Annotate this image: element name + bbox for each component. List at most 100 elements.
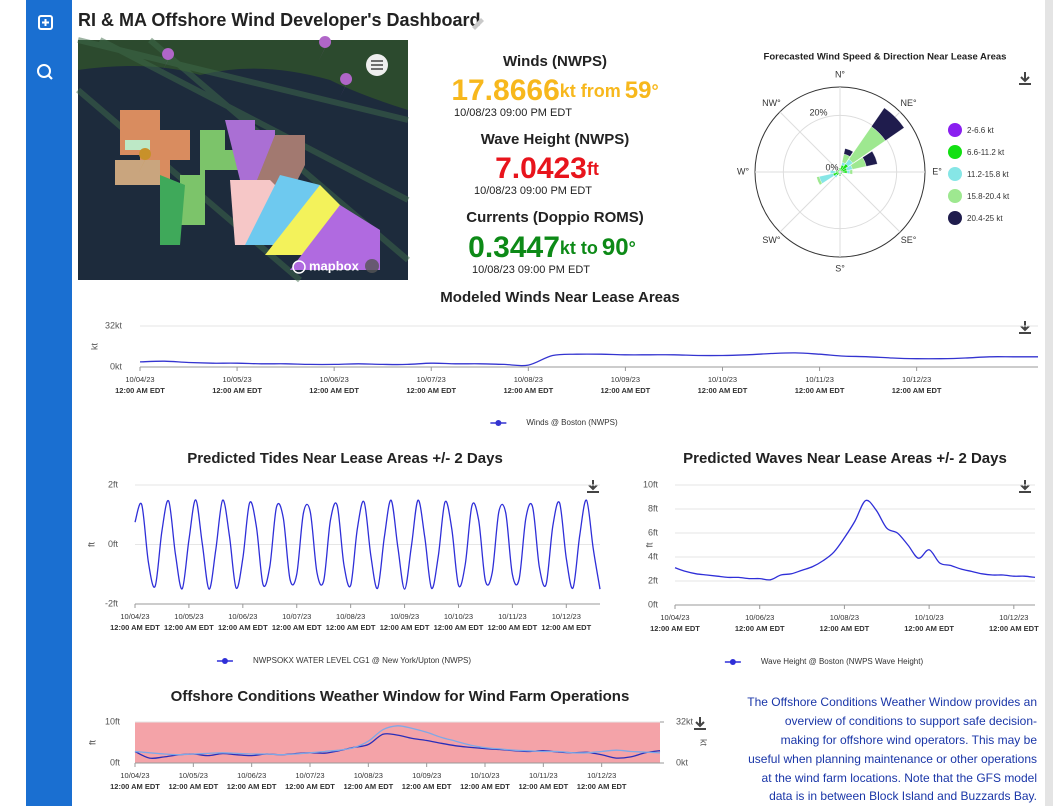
x-tick-label: 12:00 AM EDT <box>989 624 1039 633</box>
legend-marker <box>495 420 501 426</box>
waves-value: 7.0423 <box>495 152 587 185</box>
y-axis-label: ft <box>644 542 654 548</box>
x-tick-label: 10/10/23 <box>915 613 944 622</box>
x-tick-label: 12:00 AM EDT <box>212 386 262 395</box>
x-tick-label: 10/04/23 <box>125 375 154 384</box>
x-tick-label: 12:00 AM EDT <box>380 623 430 632</box>
description-line: useful when planning maintenance or othe… <box>748 752 1037 766</box>
legend-label: NWPSOKX WATER LEVEL CG1 @ New York/Upton… <box>253 656 471 665</box>
currents-direction: 90 <box>602 234 629 261</box>
x-tick-label: 12:00 AM EDT <box>434 623 484 632</box>
winds-direction: 59 <box>625 77 652 104</box>
y2-tick-label: 32kt <box>676 716 694 726</box>
weather-window-band <box>135 722 660 763</box>
winds-direction-unit: ° <box>651 81 658 101</box>
x-tick-label: 10/04/23 <box>120 612 149 621</box>
direction-label: W° <box>737 166 749 176</box>
winds-time: 10/08/23 09:00 PM EDT <box>454 107 572 119</box>
x-tick-label: 12:00 AM EDT <box>698 386 748 395</box>
currents-direction-unit: ° <box>629 238 636 258</box>
y-tick-label: 10ft <box>105 716 121 726</box>
direction-label: SW° <box>762 235 780 245</box>
legend-marker <box>730 659 736 665</box>
y-tick-label: 4ft <box>648 551 659 561</box>
x-tick-label: 10/05/23 <box>174 612 203 621</box>
x-tick-label: 12:00 AM EDT <box>402 782 452 791</box>
y-tick-label: 2ft <box>108 479 119 489</box>
x-tick-label: 12:00 AM EDT <box>227 782 277 791</box>
y-tick-label: -2ft <box>105 598 119 608</box>
x-tick-label: 12:00 AM EDT <box>735 624 785 633</box>
x-tick-label: 12:00 AM EDT <box>541 623 591 632</box>
x-tick-label: 12:00 AM EDT <box>892 386 942 395</box>
page: Dashboard html, body { margin: 0; paddin… <box>0 0 1053 806</box>
legend-marker <box>222 658 228 664</box>
chart-title: Predicted Tides Near Lease Areas +/- 2 D… <box>187 450 503 467</box>
x-tick-label: 12:00 AM EDT <box>272 623 322 632</box>
dashboard: RI & MA Offshore Wind Developer's Dashbo… <box>0 0 1053 806</box>
x-tick-label: 10/12/23 <box>902 375 931 384</box>
y2-axis-label: kt <box>699 739 709 747</box>
x-tick-label: 12:00 AM EDT <box>110 782 160 791</box>
y-tick-label: 0ft <box>648 599 659 609</box>
y-tick-label: 0kt <box>110 361 123 371</box>
x-tick-label: 12:00 AM EDT <box>503 386 553 395</box>
legend-swatch <box>948 123 962 137</box>
description-line: data is in between Block Island and Buzz… <box>769 789 1037 803</box>
x-tick-label: 12:00 AM EDT <box>820 624 870 633</box>
description-line: making for offshore wind operators. This… <box>781 733 1038 747</box>
x-tick-label: 12:00 AM EDT <box>343 782 393 791</box>
chart-title: Modeled Winds Near Lease Areas <box>440 289 679 306</box>
y-tick-label: 0ft <box>110 757 121 767</box>
direction-label: NE° <box>901 98 918 108</box>
x-tick-label: 10/07/23 <box>282 612 311 621</box>
map[interactable]: mapbox <box>78 36 408 280</box>
x-tick-label: 10/06/23 <box>745 613 774 622</box>
winds-title: Winds (NWPS) <box>503 53 607 70</box>
y-axis-label: ft <box>86 542 96 548</box>
x-tick-label: 10/06/23 <box>237 771 266 780</box>
description-line: at the wind farm locations. Note that th… <box>762 771 1037 785</box>
y-tick-label: 6ft <box>648 527 659 537</box>
x-tick-label: 10/07/23 <box>417 375 446 384</box>
legend-swatch <box>948 211 962 225</box>
direction-label: SE° <box>901 235 917 245</box>
x-tick-label: 10/05/23 <box>179 771 208 780</box>
x-tick-label: 12:00 AM EDT <box>164 623 214 632</box>
waves-title: Wave Height (NWPS) <box>481 131 630 148</box>
x-tick-label: 10/12/23 <box>587 771 616 780</box>
x-tick-label: 12:00 AM EDT <box>168 782 218 791</box>
y-tick-label: 10ft <box>643 479 659 489</box>
window-edge <box>1045 0 1053 806</box>
x-tick-label: 10/09/23 <box>611 375 640 384</box>
waves-time: 10/08/23 09:00 PM EDT <box>474 185 592 197</box>
x-tick-label: 10/08/23 <box>514 375 543 384</box>
chart-title: Predicted Waves Near Lease Areas +/- 2 D… <box>683 450 1007 467</box>
y-axis-label: kt <box>89 343 99 351</box>
x-tick-label: 10/12/23 <box>552 612 581 621</box>
radial-tick-label: 20% <box>810 107 828 117</box>
map-attribution: mapbox <box>309 258 360 273</box>
x-tick-label: 12:00 AM EDT <box>115 386 165 395</box>
currents-value: 0.3447 <box>468 231 560 264</box>
x-tick-label: 12:00 AM EDT <box>285 782 335 791</box>
y-tick-label: 32kt <box>105 320 123 330</box>
x-tick-label: 12:00 AM EDT <box>904 624 954 633</box>
x-tick-label: 10/08/23 <box>336 612 365 621</box>
legend-swatch <box>948 167 962 181</box>
direction-label: S° <box>835 263 845 273</box>
x-tick-label: 12:00 AM EDT <box>406 386 456 395</box>
direction-label: E° <box>932 166 942 176</box>
page-title: RI & MA Offshore Wind Developer's Dashbo… <box>78 10 481 30</box>
description-line: overview of conditions to support safe d… <box>785 714 1037 728</box>
x-tick-label: 12:00 AM EDT <box>309 386 359 395</box>
y-tick-label: 0ft <box>108 539 119 549</box>
legend-swatch <box>948 189 962 203</box>
x-tick-label: 12:00 AM EDT <box>218 623 268 632</box>
direction-label: NW° <box>762 98 781 108</box>
x-tick-label: 12:00 AM EDT <box>795 386 845 395</box>
x-tick-label: 10/10/23 <box>444 612 473 621</box>
x-tick-label: 12:00 AM EDT <box>326 623 376 632</box>
